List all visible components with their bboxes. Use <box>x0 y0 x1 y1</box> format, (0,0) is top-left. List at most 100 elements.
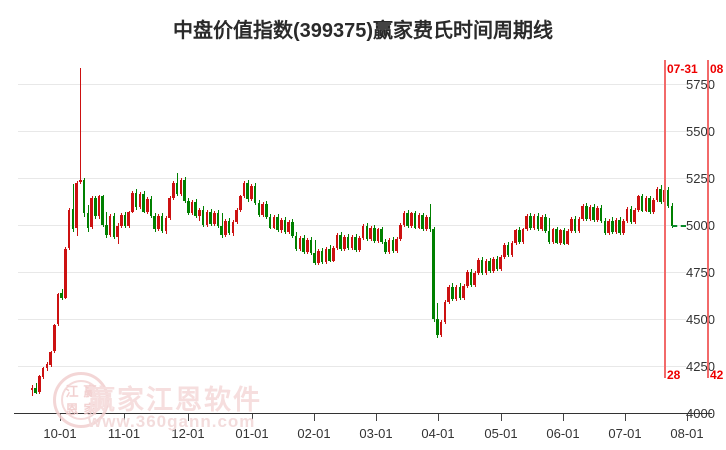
candle-body <box>175 183 179 194</box>
candle-body <box>212 212 216 224</box>
candle-body <box>116 225 119 237</box>
candle-body <box>302 237 305 253</box>
gridline <box>18 318 686 320</box>
candle-body <box>417 215 421 228</box>
candle-body <box>79 179 82 183</box>
candle-body <box>67 209 71 249</box>
candle-body <box>618 220 622 234</box>
candle-body <box>666 189 670 206</box>
candle-body <box>428 217 432 230</box>
cycle-line <box>664 60 666 378</box>
candle-body <box>283 220 287 233</box>
candle-body <box>365 225 369 239</box>
candle-body <box>105 224 108 236</box>
candle-body <box>317 251 320 264</box>
candle-body <box>577 219 581 232</box>
candle-body <box>544 217 547 232</box>
y-axis-tick-label: 5500 <box>686 123 715 139</box>
candle-body <box>34 387 37 394</box>
candle-body <box>398 224 402 239</box>
candle-body <box>138 193 142 207</box>
candle-body <box>376 229 380 241</box>
candle-body <box>521 229 525 242</box>
candle-body <box>510 242 514 255</box>
x-axis-tick-label: 12-01 <box>171 426 205 441</box>
candle-body <box>227 220 231 234</box>
x-axis-tick <box>687 414 688 421</box>
x-axis-tick <box>314 414 315 421</box>
candle-body <box>588 206 592 220</box>
candle-body <box>361 225 365 238</box>
candle-body <box>134 192 138 207</box>
candle-body <box>495 258 499 269</box>
seal-character: 家 <box>83 401 97 417</box>
candle-body <box>53 324 56 351</box>
candle-body <box>462 285 465 299</box>
candle-body <box>637 196 640 210</box>
candle-body <box>164 218 168 232</box>
candle-body <box>529 216 532 229</box>
candle-body <box>93 198 97 217</box>
candle-body <box>670 205 674 226</box>
candle-body <box>38 376 41 393</box>
candle-body <box>257 203 261 216</box>
y-axis-tick-label: 5750 <box>686 76 715 92</box>
candle-body <box>343 236 346 250</box>
candle-body <box>250 186 253 200</box>
candle-body <box>651 200 655 213</box>
candle-body <box>406 212 409 226</box>
x-axis-tick <box>252 414 253 421</box>
gridline <box>18 177 686 179</box>
watermark-seal-logo: 江赢恩家 <box>53 372 109 428</box>
x-axis-tick <box>563 414 564 421</box>
candle-body <box>298 237 302 250</box>
gridline <box>18 271 686 273</box>
candle-body <box>562 230 566 244</box>
candle-body <box>149 199 153 217</box>
candle-body <box>279 220 283 231</box>
candle-body <box>287 221 290 233</box>
candle-wick <box>314 239 316 266</box>
candle-body <box>205 211 209 225</box>
candle-body <box>369 227 372 239</box>
gridline <box>18 130 686 132</box>
cycle-line <box>707 60 709 378</box>
candle-body <box>146 199 149 212</box>
candle-body <box>410 213 413 226</box>
candle-body <box>395 238 398 252</box>
candle-body <box>391 239 395 252</box>
candle-body <box>551 229 555 242</box>
candle-body <box>387 239 391 253</box>
candle-body <box>261 204 264 216</box>
candle-body <box>183 179 186 202</box>
candle-body <box>644 198 648 211</box>
y-axis-tick-label: 4000 <box>686 406 715 421</box>
candle-body <box>253 186 257 204</box>
x-axis-tick <box>438 414 439 421</box>
gridline <box>18 83 686 85</box>
candle-body <box>71 208 75 230</box>
candle-body <box>332 248 335 261</box>
candle-body <box>239 196 242 210</box>
watermark-brand: 赢家江恩软件 <box>88 385 262 415</box>
candle-body <box>179 179 183 194</box>
candle-body <box>659 188 662 203</box>
y-axis-tick-label: 4500 <box>686 311 715 327</box>
candle-body <box>350 236 354 249</box>
candle-body <box>190 202 194 214</box>
x-axis-tick-label: 05-01 <box>484 426 518 441</box>
candle-body <box>514 230 517 243</box>
candle-body <box>547 231 551 242</box>
candle-body <box>41 367 45 378</box>
candle-body <box>119 215 123 226</box>
candle-body <box>503 244 506 257</box>
candle-body <box>614 220 618 233</box>
candle-body <box>570 219 573 232</box>
candle-wick <box>32 384 33 397</box>
candle-wick <box>80 68 82 185</box>
candle-body <box>358 237 361 251</box>
candle-body <box>625 208 629 221</box>
candle-body <box>499 256 502 269</box>
candle-body <box>209 211 212 224</box>
candle-body <box>458 286 462 299</box>
